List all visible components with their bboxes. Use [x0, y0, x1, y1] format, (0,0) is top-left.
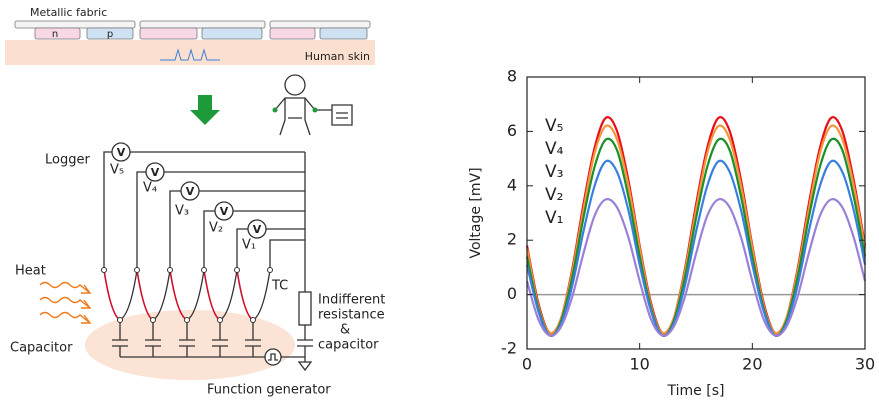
y-tick-label: 4 — [507, 175, 517, 194]
y-tick-label: 0 — [507, 284, 517, 303]
x-tick-label: 30 — [855, 355, 875, 374]
legend-label: V₁ — [545, 208, 563, 228]
heat-arrows — [39, 281, 92, 324]
y-tick-label: 6 — [507, 121, 517, 140]
legend-label: V₃ — [545, 162, 563, 182]
resistance-label: resistance — [318, 308, 385, 323]
series-line — [525, 159, 867, 338]
n-label: n — [52, 29, 58, 40]
legend-label: V₅ — [545, 116, 563, 136]
person — [272, 74, 353, 136]
series-line — [525, 116, 867, 335]
meter-label: V₁ — [242, 238, 256, 253]
meter-symbol: V — [151, 166, 160, 179]
logger-label: Logger — [45, 153, 90, 168]
meter-label: V₃ — [175, 204, 189, 219]
fabric — [14, 20, 371, 40]
meter-label: V₄ — [143, 181, 157, 196]
meter-symbol: V — [220, 205, 229, 218]
capacitor-label: Capacitor — [10, 341, 73, 356]
heat-label: Heat — [15, 264, 46, 279]
generator-label: Function generator — [207, 383, 331, 398]
resistance-label: Indifferent — [318, 293, 385, 308]
y-tick-label: -2 — [501, 339, 517, 358]
x-tick-label: 0 — [522, 355, 532, 374]
legend-label: V₂ — [545, 185, 563, 205]
series-line — [525, 124, 867, 335]
nodes — [101, 267, 273, 323]
meters — [111, 142, 267, 239]
meter-symbol: V — [253, 223, 262, 236]
series-line — [525, 198, 867, 337]
circuit — [103, 151, 313, 372]
highlight — [85, 310, 295, 380]
fabric-label: Metallic fabric — [30, 6, 107, 19]
x-axis-label: Time [s] — [667, 383, 725, 399]
pulses — [160, 48, 220, 61]
meter-symbol: V — [117, 146, 126, 159]
resistance-label: & — [340, 323, 350, 338]
chart: -2 0 2 4 6 8 0 10 20 30 Time [s] Voltage [mV] V₅ V₄ V₃… — [468, 67, 875, 400]
legend-label: V₄ — [545, 139, 564, 159]
resistance-label: capacitor — [318, 338, 379, 353]
skin-label: Human skin — [305, 50, 370, 63]
thermo-wire — [103, 269, 254, 321]
x-tick-label: 10 — [629, 355, 649, 374]
arrow — [190, 95, 220, 125]
schematic: Metallic fabric n p Human skin — [5, 6, 385, 398]
meter-label: V₅ — [110, 163, 124, 178]
meter-symbol: V — [186, 185, 195, 198]
y-tick-label: 8 — [507, 67, 517, 86]
meter-label: V₂ — [209, 221, 223, 236]
x-tick-label: 20 — [742, 355, 762, 374]
y-axis-label: Voltage [mV] — [468, 167, 484, 258]
tc-label: TC — [271, 279, 288, 294]
plot-frame — [526, 76, 866, 350]
series-line — [525, 137, 867, 337]
p-label: p — [107, 29, 113, 40]
y-tick-label: 2 — [507, 230, 517, 249]
